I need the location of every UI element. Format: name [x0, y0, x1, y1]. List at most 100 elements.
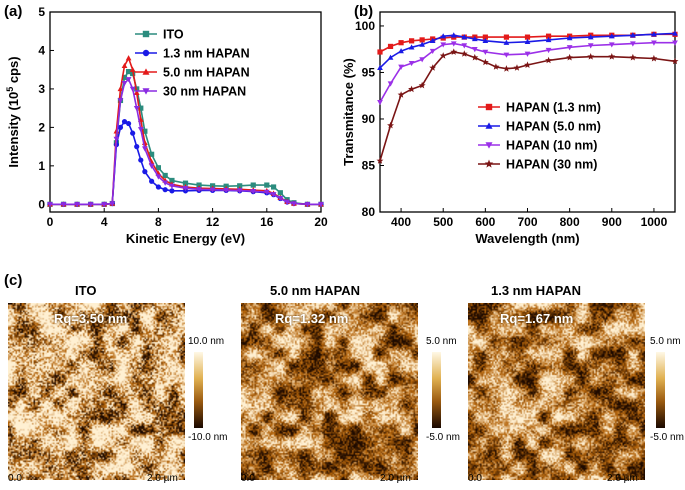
data-point: [482, 49, 489, 55]
data-point: [148, 163, 155, 169]
data-point: [387, 81, 394, 87]
data-point: [545, 33, 552, 39]
data-point: [409, 38, 415, 44]
legend-marker: [142, 49, 150, 57]
data-point: [481, 58, 489, 66]
data-point: [125, 120, 132, 127]
y-tick-label: 0: [38, 197, 45, 211]
data-point: [460, 50, 468, 57]
data-point: [162, 187, 168, 193]
data-point: [376, 157, 384, 164]
data-point: [155, 174, 162, 180]
data-point: [387, 121, 394, 129]
data-point: [524, 34, 531, 40]
y-tick-label: 5: [38, 5, 45, 19]
data-point: [471, 46, 478, 53]
x-tick-label: 1000: [641, 215, 668, 229]
legend-label: HAPAN (1.3 nm): [506, 101, 601, 115]
plot-frame: [49, 11, 322, 213]
x-tick-label: 20: [314, 215, 328, 229]
data-point: [503, 39, 510, 45]
y-label-text: Intensity (10: [6, 92, 21, 168]
afm-height-image: [241, 303, 418, 480]
legend-marker: [142, 30, 150, 38]
data-point: [608, 33, 615, 39]
data-point: [138, 105, 144, 111]
data-point: [419, 41, 426, 47]
data-point: [492, 63, 500, 70]
data-point: [398, 64, 404, 70]
data-point: [440, 42, 447, 48]
data-point: [672, 40, 678, 46]
afm-title: 5.0 nm HAPAN: [270, 283, 361, 298]
data-point: [651, 31, 657, 37]
data-point: [419, 57, 426, 63]
afm-scale-start: 0.0: [8, 473, 22, 484]
legend-label: ITO: [163, 28, 184, 42]
data-point: [629, 53, 637, 61]
afm-scale-end: 2.0 µm: [607, 473, 638, 484]
data-point: [236, 188, 243, 194]
y-tick-label: 3: [38, 82, 45, 96]
x-tick-label: 12: [206, 215, 220, 229]
data-point: [566, 53, 574, 61]
data-point: [377, 64, 383, 71]
data-point: [169, 177, 175, 184]
x-tick-label: 500: [433, 215, 453, 229]
data-point: [47, 202, 53, 208]
data-point: [250, 182, 256, 188]
data-point: [482, 37, 489, 44]
data-point: [471, 35, 478, 42]
data-point: [129, 66, 136, 72]
data-point: [513, 64, 521, 71]
data-point: [408, 44, 415, 50]
data-point: [587, 43, 594, 49]
data-point: [169, 188, 175, 194]
data-point: [471, 53, 479, 61]
data-point: [651, 40, 657, 46]
data-point: [155, 165, 161, 171]
data-point: [503, 34, 510, 40]
data-point: [671, 57, 679, 65]
data-point: [408, 85, 416, 93]
data-point: [74, 202, 80, 208]
data-point: [284, 199, 290, 205]
data-point: [209, 187, 216, 193]
data-point: [196, 182, 202, 188]
roughness-label: Rq=1.32 nm: [275, 311, 349, 326]
legend-marker: [142, 88, 150, 95]
x-axis-label: Kinetic Energy (eV): [126, 231, 245, 246]
afm-title: 1.3 nm HAPAN: [491, 283, 582, 298]
data-point: [524, 51, 531, 57]
data-point: [524, 38, 531, 44]
data-point: [237, 183, 243, 189]
data-point: [101, 202, 108, 208]
y-label-superscript: 5: [5, 87, 15, 92]
panel-label-a: (a): [4, 3, 22, 20]
transmittance-chart: (b) 400 500 600 700 800 900 1000 80 85 90 95 100 Wav…: [341, 3, 679, 246]
data-point: [162, 172, 168, 179]
data-point: [121, 80, 128, 87]
x-tick-label: 8: [155, 215, 162, 229]
data-point: [182, 185, 189, 192]
data-point: [121, 62, 128, 69]
legend-label: 30 nm HAPAN: [163, 85, 246, 99]
x-tick-label: 700: [517, 215, 537, 229]
x-tick-label: 400: [391, 215, 411, 229]
data-point: [223, 187, 230, 194]
y-tick-label: 2: [38, 120, 45, 134]
legend-label: 5.0 nm HAPAN: [163, 66, 250, 80]
data-point: [429, 37, 436, 44]
x-tick-label: 600: [475, 215, 495, 229]
afm-scale-start: 0.0: [468, 473, 482, 484]
color-scale-min: -5.0 nm: [426, 432, 460, 443]
data-point: [130, 130, 136, 136]
y-tick-label: 80: [362, 205, 376, 219]
data-point: [169, 183, 175, 189]
data-point: [129, 86, 136, 92]
afm-height-image: [468, 303, 645, 480]
data-point: [608, 53, 616, 60]
data-point: [196, 187, 202, 193]
y-tick-label: 1: [38, 159, 45, 173]
legend-marker: [485, 142, 493, 149]
